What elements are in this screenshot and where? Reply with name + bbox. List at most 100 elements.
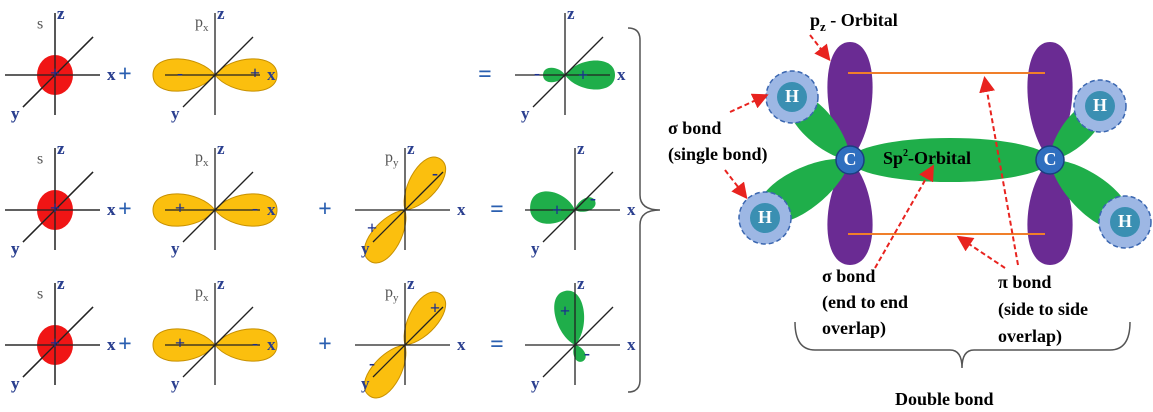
bond-label: (end to end — [822, 292, 908, 313]
caption: Double bond — [895, 389, 994, 409]
operator: + — [118, 197, 132, 223]
axis-label: z — [57, 4, 65, 23]
axis-label: y — [11, 239, 20, 258]
bond-label: π bond — [998, 272, 1051, 292]
orbital-label: px — [195, 14, 209, 34]
axis-label: z — [577, 274, 585, 293]
arrow — [730, 96, 765, 112]
arrow — [875, 168, 932, 268]
sign: + — [560, 301, 570, 321]
bond-label: (single bond) — [668, 144, 768, 165]
axis-label: y — [11, 104, 20, 123]
bond-label: σ bond — [822, 266, 875, 286]
orbital-label: s — [37, 151, 43, 168]
orbital-subscript: x — [203, 157, 209, 169]
axis-label: z — [217, 139, 225, 158]
title: pz - Orbital — [810, 10, 898, 34]
orbital-label: px — [195, 284, 209, 304]
axis-label: z — [57, 274, 65, 293]
bond-label: overlap) — [822, 318, 886, 339]
sp2-rest: -Orbital — [908, 148, 971, 168]
axis-label: x — [107, 335, 116, 354]
sign: + — [50, 198, 60, 218]
diagram: Double bond xyzsxyz++xyzpx-+=xyz-+xyzsxy… — [0, 0, 1153, 412]
bond-label: σ bond — [668, 118, 721, 138]
arrow — [725, 170, 745, 196]
operator: + — [318, 197, 332, 223]
axis-label: z — [407, 139, 415, 158]
orbital-subscript: x — [203, 292, 209, 304]
sign: + — [175, 333, 185, 353]
axis-label: y — [361, 374, 370, 393]
sign: - — [177, 63, 183, 83]
orbital-letter: p — [385, 149, 393, 166]
orbital-subscript: x — [203, 22, 209, 34]
sign: - — [252, 333, 258, 353]
axis-label: x — [457, 335, 466, 354]
operator: + — [118, 332, 132, 358]
orbital-letter: p — [195, 284, 203, 301]
axis-label: y — [521, 104, 530, 123]
operator: = — [490, 332, 504, 358]
title-rest: - Orbital — [826, 10, 898, 30]
orbital-label: py — [385, 284, 399, 304]
axis-label: y — [531, 239, 540, 258]
axis-label: x — [267, 65, 276, 84]
sign: + — [50, 333, 60, 353]
orbital-subscript: y — [393, 292, 399, 304]
orbital-label: s — [37, 286, 43, 303]
orbital-label: s — [37, 16, 43, 33]
operator: = — [478, 62, 492, 88]
axis-label: x — [267, 200, 276, 219]
axis-label: x — [267, 335, 276, 354]
arrow — [810, 35, 828, 58]
sign: + — [578, 65, 588, 85]
orbital-letter: p — [385, 284, 393, 301]
sign: + — [367, 218, 377, 238]
atom-label: H — [1093, 95, 1107, 115]
sign: + — [552, 200, 562, 220]
axis-label: x — [617, 65, 626, 84]
axis-label: y — [531, 374, 540, 393]
axis-label: x — [627, 200, 636, 219]
sign: + — [250, 63, 260, 83]
sign: + — [430, 298, 440, 318]
lobe — [358, 337, 417, 404]
atom-label: H — [1118, 211, 1132, 231]
axis-label: z — [217, 4, 225, 23]
sign: + — [175, 198, 185, 218]
bond-label: (side to side — [998, 299, 1088, 320]
operator: + — [318, 332, 332, 358]
axis-label: y — [171, 104, 180, 123]
sign: - — [432, 163, 438, 183]
sign: + — [50, 63, 60, 83]
arrow — [960, 238, 1005, 268]
atom-label: C — [844, 149, 857, 169]
orbital-label: py — [385, 149, 399, 169]
operator: + — [118, 62, 132, 88]
bond-label: overlap) — [998, 326, 1062, 347]
axis-label: z — [407, 274, 415, 293]
axis-label: x — [457, 200, 466, 219]
atom-label: H — [758, 207, 772, 227]
sign: - — [584, 343, 590, 363]
axis-label: y — [11, 374, 20, 393]
lobe — [393, 151, 452, 218]
sign: - — [369, 353, 375, 373]
lobe — [393, 286, 452, 353]
orbital-letter: p — [195, 14, 203, 31]
sp2-main: Sp — [883, 148, 903, 168]
sp2-label: Sp2-Orbital — [883, 148, 971, 168]
atom-label: H — [785, 86, 799, 106]
orbital-label: px — [195, 149, 209, 169]
atom-label: C — [1044, 149, 1057, 169]
axis-label: x — [627, 335, 636, 354]
sign: - — [252, 198, 258, 218]
axis-label: y — [171, 374, 180, 393]
sign: - — [534, 63, 540, 83]
axis-label: y — [361, 239, 370, 258]
axis-label: z — [57, 139, 65, 158]
axis-label: z — [217, 274, 225, 293]
axis-label: x — [107, 65, 116, 84]
sign: - — [590, 188, 596, 208]
